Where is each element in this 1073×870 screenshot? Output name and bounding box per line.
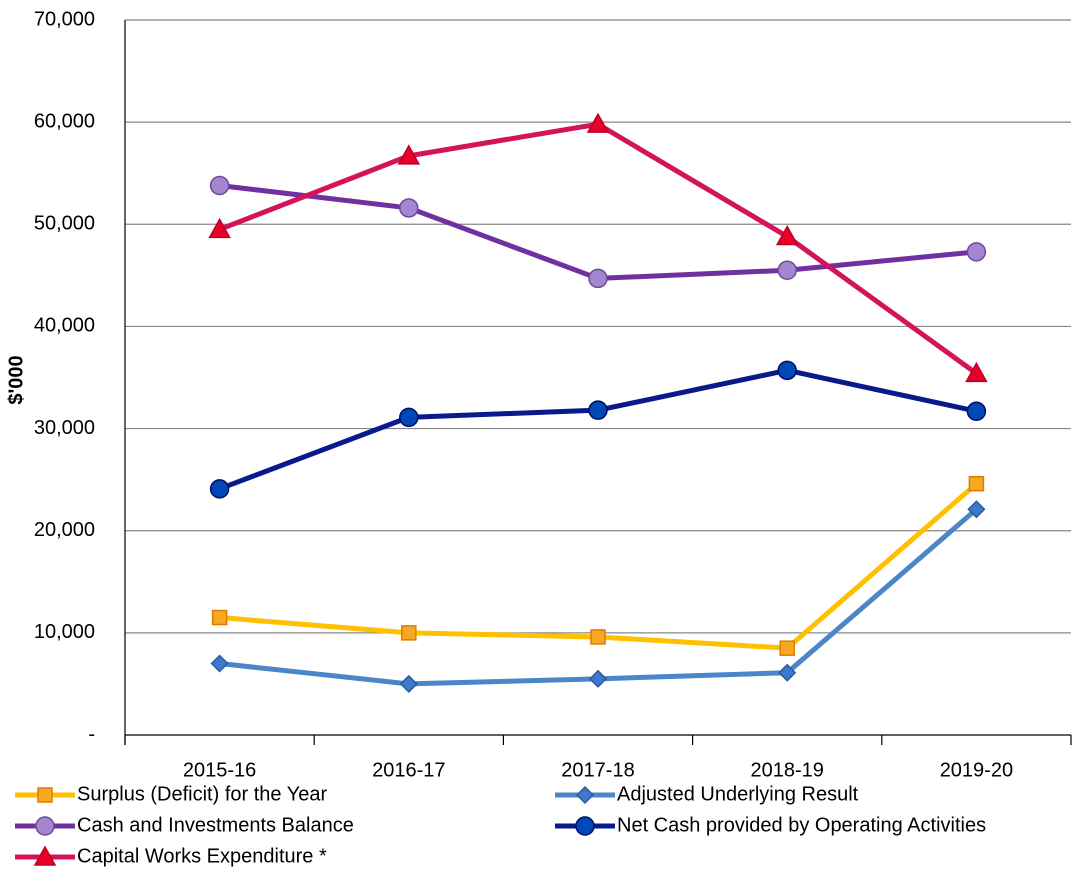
marker (208, 217, 231, 239)
marker (33, 845, 57, 866)
marker (575, 816, 595, 836)
x-tick-label: 2017-18 (561, 759, 634, 781)
y-axis-label: $'000 (5, 355, 27, 404)
marker (777, 260, 797, 280)
marker (590, 629, 606, 645)
marker (211, 609, 228, 626)
marker (965, 361, 988, 383)
marker (210, 654, 229, 673)
marker (209, 479, 230, 499)
legend-label: Cash and Investments Balance (77, 814, 354, 836)
y-tick-label: 70,000 (34, 8, 95, 30)
marker (588, 268, 608, 289)
marker (397, 144, 421, 165)
legend-label: Net Cash provided by Operating Activitie… (617, 814, 986, 836)
marker (588, 400, 608, 420)
marker (401, 625, 417, 641)
marker (399, 407, 419, 428)
marker (968, 475, 985, 492)
marker (967, 500, 986, 519)
y-tick-label: 10,000 (34, 621, 95, 643)
legend-label: Adjusted Underlying Result (617, 783, 859, 805)
x-tick-label: 2015-16 (183, 759, 256, 781)
x-tick-label: 2016-17 (372, 759, 445, 781)
marker (966, 401, 987, 421)
y-tick-label: - (88, 723, 95, 745)
marker (779, 640, 795, 656)
series-line (219, 182, 977, 281)
marker (575, 785, 595, 805)
y-tick-label: 60,000 (34, 110, 95, 132)
y-tick-label: 40,000 (34, 315, 95, 337)
series-line (218, 367, 977, 492)
marker (588, 669, 608, 688)
marker (775, 224, 799, 246)
y-tick-label: 30,000 (34, 417, 95, 439)
marker (778, 663, 797, 682)
series-line (218, 121, 978, 376)
legend-label: Surplus (Deficit) for the Year (77, 783, 327, 805)
y-tick-label: 50,000 (34, 213, 95, 235)
marker (586, 112, 610, 133)
marker (209, 175, 230, 196)
legend-label: Capital Works Expenditure * (77, 845, 327, 867)
x-tick-label: 2019-20 (940, 759, 1013, 781)
y-tick-label: 20,000 (34, 519, 95, 541)
series-line (219, 481, 979, 651)
marker (37, 787, 53, 803)
marker (966, 242, 987, 262)
marker (399, 674, 418, 693)
series-line (219, 507, 979, 687)
marker (777, 360, 797, 381)
marker (399, 198, 419, 218)
x-tick-label: 2018-19 (750, 759, 823, 781)
marker (35, 816, 55, 836)
